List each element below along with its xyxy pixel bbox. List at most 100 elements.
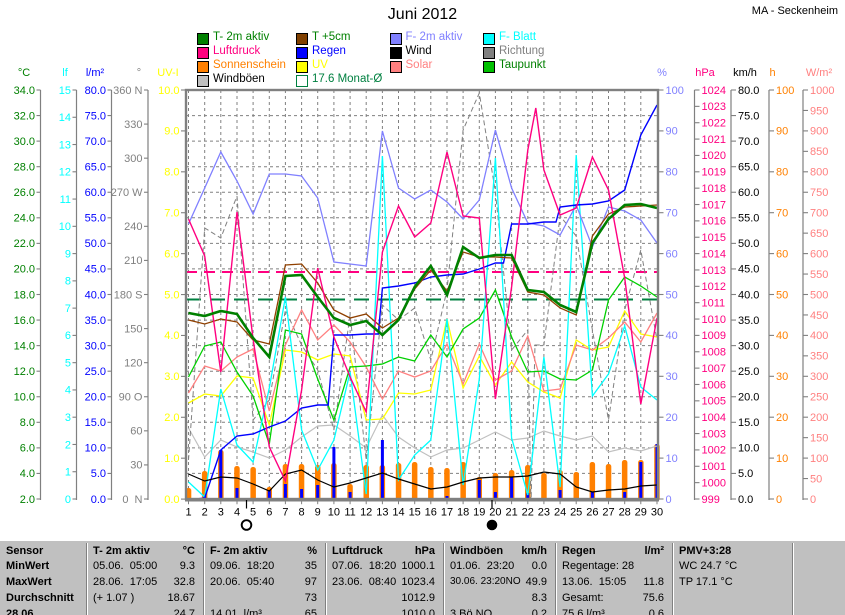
svg-text:550: 550 bbox=[810, 269, 828, 281]
svg-text:150: 150 bbox=[810, 432, 828, 444]
svg-text:30: 30 bbox=[776, 371, 788, 383]
svg-text:25: 25 bbox=[570, 507, 582, 519]
svg-text:1001: 1001 bbox=[702, 461, 726, 473]
svg-text:7.0: 7.0 bbox=[164, 208, 179, 220]
svg-text:850: 850 bbox=[810, 146, 828, 158]
svg-text:1009: 1009 bbox=[702, 330, 726, 342]
svg-text:1011: 1011 bbox=[702, 297, 726, 309]
svg-text:20: 20 bbox=[776, 412, 788, 424]
svg-text:0.0: 0.0 bbox=[738, 494, 753, 506]
svg-text:30.0: 30.0 bbox=[738, 340, 759, 352]
svg-text:30: 30 bbox=[130, 460, 142, 472]
svg-text:0 N: 0 N bbox=[122, 494, 142, 506]
svg-text:999: 999 bbox=[702, 494, 720, 506]
svg-text:13: 13 bbox=[376, 507, 388, 519]
svg-text:1006: 1006 bbox=[702, 379, 726, 391]
svg-text:360 N: 360 N bbox=[113, 85, 142, 97]
svg-text:40.0: 40.0 bbox=[85, 289, 106, 301]
svg-text:29: 29 bbox=[635, 507, 647, 519]
svg-text:1015: 1015 bbox=[702, 232, 726, 244]
svg-text:1022: 1022 bbox=[702, 118, 726, 130]
svg-text:70.0: 70.0 bbox=[738, 136, 759, 148]
svg-text:lf: lf bbox=[62, 67, 68, 79]
svg-text:hPa: hPa bbox=[695, 67, 715, 79]
svg-text:4: 4 bbox=[234, 507, 240, 519]
svg-text:80: 80 bbox=[666, 167, 678, 179]
svg-text:6: 6 bbox=[65, 330, 71, 342]
svg-text:8.0: 8.0 bbox=[164, 167, 179, 179]
svg-text:50: 50 bbox=[776, 289, 788, 301]
svg-text:65.0: 65.0 bbox=[738, 161, 759, 173]
svg-text:17: 17 bbox=[441, 507, 453, 519]
svg-text:100: 100 bbox=[776, 85, 794, 97]
svg-text:1008: 1008 bbox=[702, 347, 726, 359]
svg-text:10: 10 bbox=[666, 453, 678, 465]
svg-text:8.0: 8.0 bbox=[20, 417, 35, 429]
svg-text:22: 22 bbox=[522, 507, 534, 519]
svg-text:0: 0 bbox=[810, 494, 816, 506]
svg-text:400: 400 bbox=[810, 330, 828, 342]
svg-text:4.0: 4.0 bbox=[164, 330, 179, 342]
svg-text:40.0: 40.0 bbox=[738, 289, 759, 301]
svg-text:3: 3 bbox=[65, 412, 71, 424]
svg-text:50: 50 bbox=[810, 473, 822, 485]
svg-text:100: 100 bbox=[666, 85, 684, 97]
svg-text:250: 250 bbox=[810, 392, 828, 404]
svg-text:1016: 1016 bbox=[702, 216, 726, 228]
svg-text:5: 5 bbox=[250, 507, 256, 519]
svg-text:11: 11 bbox=[344, 507, 355, 519]
svg-text:32.0: 32.0 bbox=[14, 110, 35, 122]
svg-text:16.0: 16.0 bbox=[14, 315, 35, 327]
svg-text:20: 20 bbox=[666, 412, 678, 424]
svg-text:45.0: 45.0 bbox=[85, 264, 106, 276]
svg-text:1: 1 bbox=[65, 467, 71, 479]
svg-text:10: 10 bbox=[59, 221, 71, 233]
svg-text:45.0: 45.0 bbox=[738, 264, 759, 276]
svg-text:80.0: 80.0 bbox=[738, 85, 759, 97]
svg-text:7: 7 bbox=[65, 303, 71, 315]
svg-text:19: 19 bbox=[473, 507, 485, 519]
svg-text:80.0: 80.0 bbox=[85, 85, 106, 97]
svg-text:1017: 1017 bbox=[702, 199, 726, 211]
svg-text:60: 60 bbox=[776, 248, 788, 260]
svg-text:300: 300 bbox=[810, 371, 828, 383]
svg-text:6.0: 6.0 bbox=[164, 248, 179, 260]
svg-text:55.0: 55.0 bbox=[738, 213, 759, 225]
svg-text:8: 8 bbox=[65, 276, 71, 288]
svg-text:0: 0 bbox=[666, 494, 672, 506]
svg-text:0.0: 0.0 bbox=[164, 494, 179, 506]
svg-text:UV-I: UV-I bbox=[157, 67, 178, 79]
svg-text:30: 30 bbox=[666, 371, 678, 383]
svg-text:16: 16 bbox=[425, 507, 437, 519]
svg-text:180 S: 180 S bbox=[114, 289, 143, 301]
svg-text:9: 9 bbox=[65, 248, 71, 260]
svg-text:28.0: 28.0 bbox=[14, 161, 35, 173]
svg-text:55.0: 55.0 bbox=[85, 213, 106, 225]
svg-text:0: 0 bbox=[776, 494, 782, 506]
svg-text:15: 15 bbox=[409, 507, 421, 519]
svg-text:°C: °C bbox=[18, 67, 30, 79]
svg-text:2.0: 2.0 bbox=[20, 494, 35, 506]
svg-text:1007: 1007 bbox=[702, 363, 726, 375]
svg-text:70: 70 bbox=[776, 208, 788, 220]
svg-text:500: 500 bbox=[810, 289, 828, 301]
svg-text:14: 14 bbox=[392, 507, 404, 519]
svg-text:1023: 1023 bbox=[702, 101, 726, 113]
svg-text:7: 7 bbox=[282, 507, 288, 519]
svg-text:90: 90 bbox=[776, 126, 788, 138]
svg-text:950: 950 bbox=[810, 105, 828, 117]
svg-text:40: 40 bbox=[776, 330, 788, 342]
svg-text:900: 900 bbox=[810, 126, 828, 138]
svg-text:22.0: 22.0 bbox=[14, 238, 35, 250]
svg-text:23: 23 bbox=[538, 507, 550, 519]
svg-text:750: 750 bbox=[810, 187, 828, 199]
svg-text:13: 13 bbox=[59, 139, 71, 151]
svg-text:20.0: 20.0 bbox=[85, 392, 106, 404]
svg-text:6: 6 bbox=[266, 507, 272, 519]
svg-text:90: 90 bbox=[666, 126, 678, 138]
svg-text:800: 800 bbox=[810, 167, 828, 179]
svg-text:50.0: 50.0 bbox=[85, 238, 106, 250]
svg-text:650: 650 bbox=[810, 228, 828, 240]
svg-text:9.0: 9.0 bbox=[164, 126, 179, 138]
svg-text:1013: 1013 bbox=[702, 265, 726, 277]
